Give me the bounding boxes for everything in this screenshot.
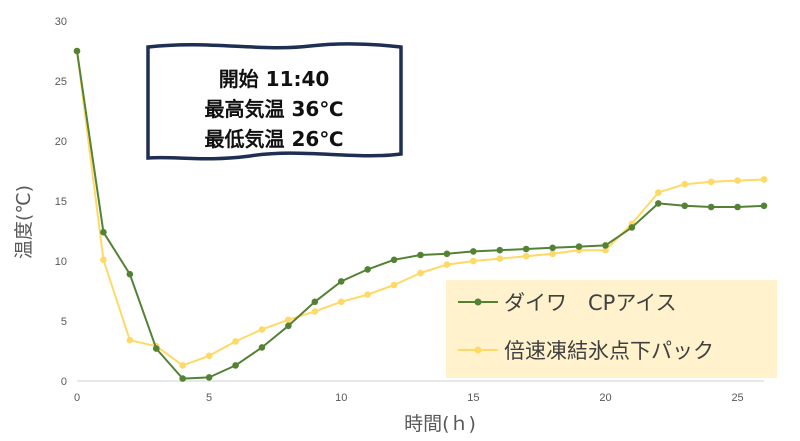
data-point [417, 251, 424, 259]
data-point [390, 256, 398, 264]
data-point [470, 248, 477, 255]
x-tick-label: 0 [74, 392, 80, 404]
data-point [522, 245, 530, 253]
data-point [258, 344, 266, 351]
x-tick-label: 10 [335, 392, 347, 404]
data-point [628, 224, 636, 231]
data-point [760, 176, 768, 183]
y-tick-label: 25 [55, 76, 67, 88]
data-point [126, 336, 134, 344]
data-point [734, 203, 741, 211]
legend-swatch-marker [474, 346, 482, 354]
data-point [496, 255, 504, 262]
annotation-banner-shape [146, 42, 403, 161]
data-point [205, 352, 213, 360]
data-point [232, 338, 239, 345]
x-axis-title: 時間(ｈ) [404, 413, 476, 435]
x-tick-label: 25 [731, 392, 743, 404]
series-1 [73, 47, 768, 382]
data-point [390, 281, 398, 289]
data-point [364, 291, 371, 298]
data-point [311, 308, 319, 315]
data-point [258, 326, 266, 333]
data-point [443, 250, 451, 258]
data-point [100, 256, 107, 264]
y-axis-ticks: 0 5 10 15 20 25 30 [55, 16, 67, 388]
x-tick-label: 15 [467, 392, 479, 404]
legend-background [446, 280, 777, 378]
y-tick-label: 0 [61, 376, 67, 388]
data-point [575, 243, 583, 250]
legend-item-series-2: 倍速凍結氷点下パック [458, 339, 714, 363]
x-axis-ticks: 0 5 10 15 20 25 [74, 392, 744, 404]
y-axis-title: 温度(℃) [13, 185, 35, 259]
data-point [364, 266, 371, 273]
legend-swatch-marker [474, 298, 482, 306]
data-point [152, 345, 160, 352]
data-point [760, 202, 768, 210]
y-tick-label: 30 [55, 16, 67, 28]
data-point [602, 242, 609, 249]
data-point [311, 298, 319, 306]
annotation-line-2: 最高気温 36℃ [204, 97, 343, 121]
data-point [549, 250, 556, 258]
annotation-line-1: 開始 11:40 [219, 67, 330, 91]
data-point [734, 177, 741, 184]
data-point [126, 270, 134, 278]
data-point [470, 257, 477, 265]
data-point [655, 200, 662, 207]
legend-item-series-1: ダイワ CPアイス [458, 291, 677, 315]
y-tick-label: 10 [55, 256, 67, 268]
data-point [179, 375, 186, 382]
legend-label: 倍速凍結氷点下パック [504, 339, 714, 363]
legend: ダイワ CPアイス 倍速凍結氷点下パック [446, 280, 777, 378]
data-point [100, 228, 107, 236]
data-point [179, 362, 186, 369]
legend-label: ダイワ CPアイス [504, 291, 677, 315]
y-tick-label: 20 [55, 136, 67, 148]
data-point [549, 244, 556, 252]
data-point [285, 322, 292, 330]
data-point [522, 252, 530, 260]
data-point [232, 362, 239, 369]
series-layer [73, 47, 768, 382]
data-point [285, 316, 292, 324]
data-point [337, 298, 345, 306]
data-point [681, 180, 689, 188]
data-point [417, 269, 424, 277]
annotation-box: 開始 11:40 最高気温 36℃ 最低気温 26℃ [146, 42, 403, 161]
x-tick-label: 5 [206, 392, 212, 404]
data-point [443, 261, 451, 268]
data-point [681, 202, 689, 210]
data-point [707, 203, 715, 211]
y-tick-label: 5 [61, 316, 67, 328]
data-point [337, 278, 345, 285]
x-tick-label: 20 [599, 392, 611, 404]
data-point [602, 246, 609, 254]
data-point [73, 47, 81, 55]
data-point [655, 189, 662, 196]
annotation-line-3: 最低気温 26℃ [204, 127, 343, 151]
data-point [707, 178, 715, 186]
y-tick-label: 15 [55, 196, 67, 208]
data-point [205, 374, 213, 381]
data-point [496, 246, 504, 254]
series-2 [73, 47, 768, 369]
